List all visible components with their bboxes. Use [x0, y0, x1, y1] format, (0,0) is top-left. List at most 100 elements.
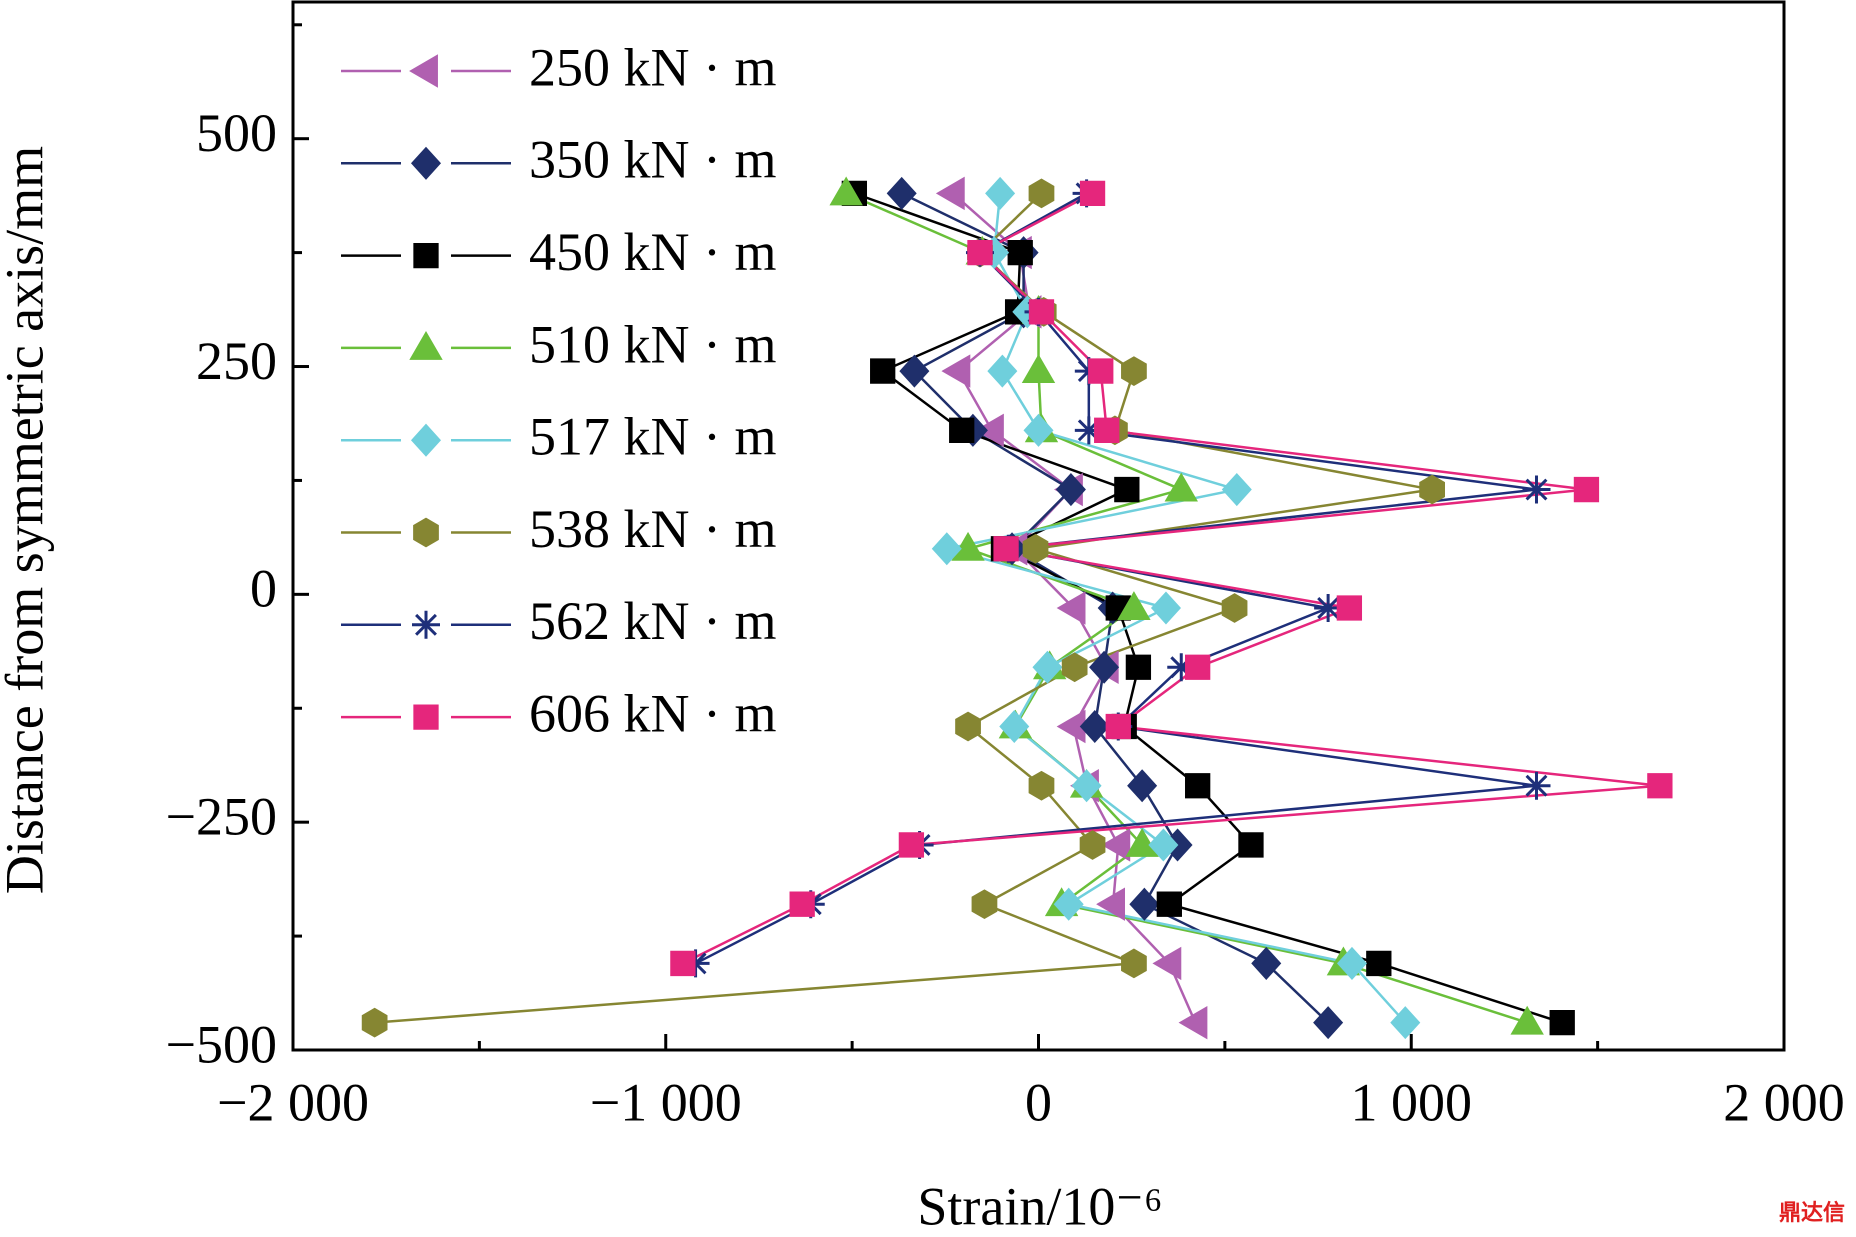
marker: [681, 949, 710, 978]
marker: [1156, 891, 1182, 917]
marker: [789, 891, 815, 917]
marker: [1028, 299, 1055, 325]
marker: [1028, 770, 1055, 801]
legend-label: 510 kN · m: [529, 314, 776, 374]
x-tick-label: −2 000: [217, 1072, 369, 1132]
marker: [1079, 180, 1106, 207]
marker: [987, 354, 1018, 388]
marker: [941, 354, 971, 388]
marker: [1117, 591, 1151, 620]
marker: [971, 889, 998, 920]
marker: [1129, 887, 1160, 921]
legend-label: 517 kN · m: [529, 407, 776, 467]
marker: [1238, 832, 1264, 858]
marker: [931, 532, 962, 566]
marker: [967, 239, 993, 266]
marker: [1152, 946, 1182, 981]
y-tick-label: −500: [166, 1014, 277, 1074]
series-line: [853, 192, 1563, 1024]
marker: [413, 517, 439, 548]
marker: [1053, 887, 1084, 921]
marker: [1089, 650, 1120, 684]
marker: [1522, 771, 1551, 800]
y-tick-label: 250: [196, 331, 277, 391]
marker: [1314, 594, 1343, 623]
marker: [1336, 946, 1367, 980]
marker: [670, 950, 696, 977]
y-axis-label: Distance from symmetric axis/mm: [0, 146, 54, 894]
legend-label: 562 kN · m: [529, 591, 776, 651]
marker: [1021, 354, 1056, 384]
x-tick-label: −1 000: [590, 1072, 742, 1132]
legend-label: 538 kN · m: [529, 499, 776, 559]
marker: [1127, 769, 1158, 803]
marker: [1573, 476, 1600, 503]
legend-label: 250 kN · m: [529, 37, 776, 97]
marker: [1056, 591, 1086, 625]
marker: [413, 242, 439, 269]
marker: [1251, 946, 1282, 980]
marker: [1366, 950, 1392, 977]
marker: [1101, 828, 1131, 862]
marker: [1178, 1005, 1208, 1040]
watermark: 鼎达信: [1779, 1200, 1845, 1226]
marker: [1023, 413, 1054, 447]
legend-label: 450 kN · m: [529, 222, 776, 282]
marker: [1125, 828, 1159, 857]
marker: [829, 176, 863, 206]
marker: [1313, 1006, 1344, 1040]
marker: [935, 176, 965, 211]
marker: [886, 176, 917, 210]
marker: [993, 536, 1019, 562]
marker: [1121, 948, 1147, 979]
marker: [410, 423, 442, 457]
y-tick-label: −250: [166, 787, 277, 847]
series-line: [845, 192, 1528, 1024]
marker: [1114, 476, 1140, 503]
x-tick-label: 1 000: [1351, 1072, 1473, 1132]
marker: [1125, 654, 1152, 680]
marker: [1022, 533, 1049, 564]
y-tick-label: 0: [250, 559, 277, 619]
marker: [1105, 713, 1131, 740]
plot-frame: [291, 0, 1786, 1052]
marker: [999, 709, 1030, 744]
marker: [1336, 595, 1363, 621]
marker: [1074, 416, 1103, 445]
marker: [1164, 472, 1198, 502]
marker: [899, 354, 930, 388]
marker: [1185, 773, 1211, 799]
legend-label: 350 kN · m: [529, 130, 776, 190]
marker: [409, 331, 443, 360]
marker: [1088, 358, 1114, 384]
marker: [1221, 593, 1248, 623]
marker: [1647, 773, 1673, 799]
marker: [1549, 1010, 1575, 1036]
marker: [1007, 239, 1033, 266]
marker: [1150, 591, 1181, 625]
x-tick-label: 2 000: [1723, 1072, 1845, 1132]
marker: [985, 176, 1016, 210]
marker: [413, 704, 439, 730]
marker: [1071, 769, 1102, 803]
x-tick-label: 0: [1025, 1072, 1052, 1132]
marker: [975, 413, 1004, 448]
y-tick-label: 500: [196, 103, 277, 163]
marker: [410, 146, 442, 180]
marker: [949, 417, 975, 443]
marker: [361, 1007, 388, 1038]
marker: [1094, 417, 1120, 443]
marker: [1028, 178, 1055, 209]
marker: [412, 610, 440, 639]
marker: [1510, 1005, 1544, 1035]
marker: [1522, 475, 1551, 504]
marker: [1185, 654, 1211, 680]
marker: [1061, 652, 1088, 683]
marker: [1390, 1006, 1421, 1040]
marker: [955, 711, 981, 742]
marker: [951, 531, 985, 561]
marker: [1055, 473, 1086, 507]
marker: [1419, 474, 1445, 505]
x-axis-label: Strain/10⁻⁶: [917, 1176, 1162, 1236]
